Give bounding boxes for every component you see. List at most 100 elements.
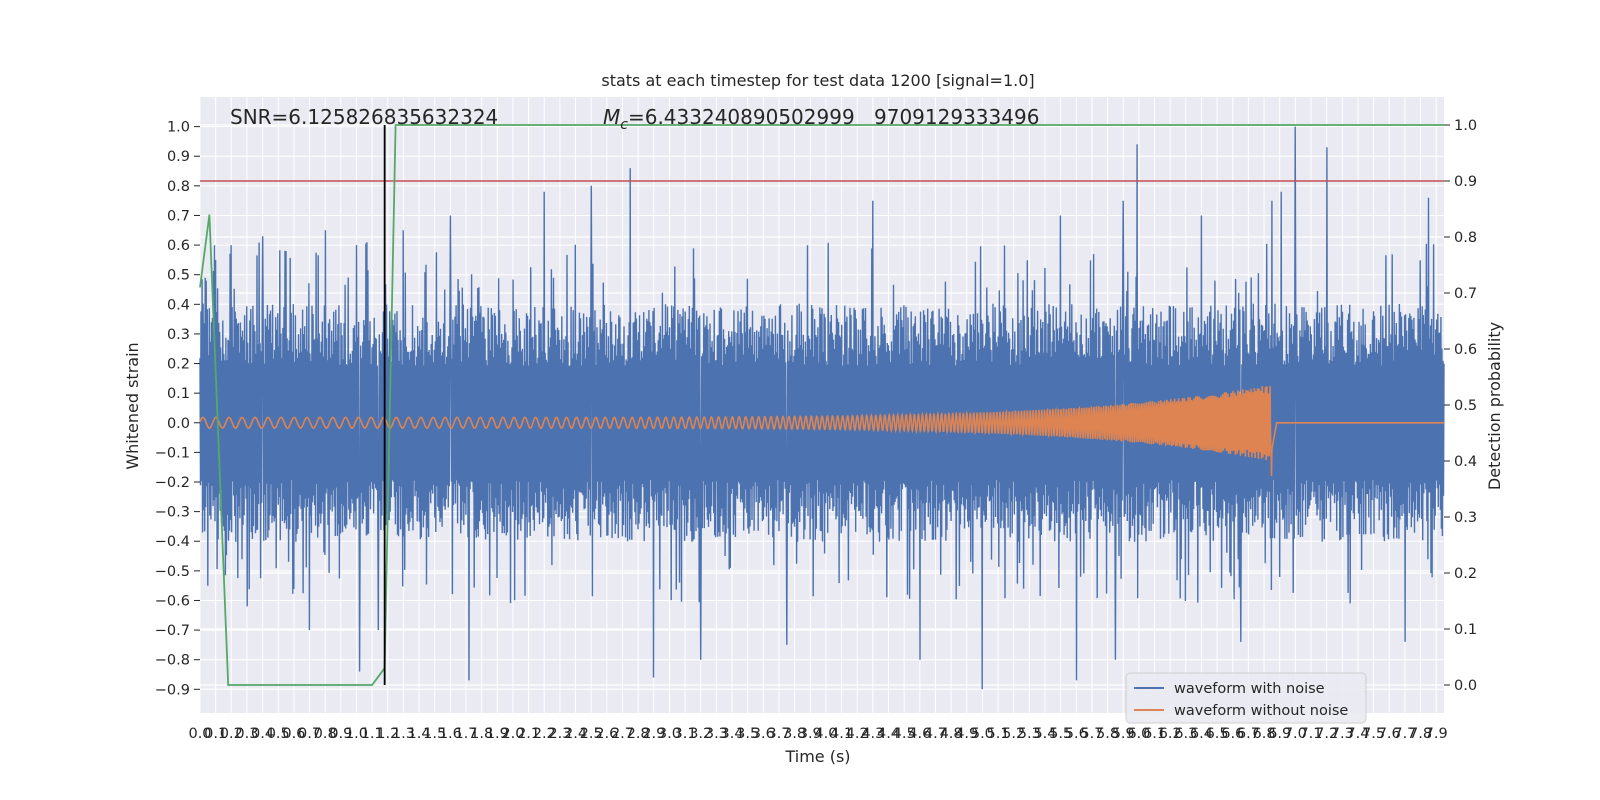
chirp-mass-value: =6.433240890502999 [628,105,855,129]
x-tick-label: 1.9 [486,726,509,742]
x-tick-label: 3.4 [720,726,743,742]
y-tick-label-left: 0.8 [167,179,190,195]
x-tick-label: 0.6 [282,726,305,742]
series-waveform-with-noise [199,126,1445,690]
y-tick-label-left: −0.4 [155,534,190,550]
x-tick-label: 0.2 [220,726,243,742]
x-tick-label: 0.1 [204,726,227,742]
x-tick-label: 6.9 [1268,726,1291,742]
y-tick-label-right: 0.1 [1454,622,1477,638]
x-tick-label: 0.9 [329,726,352,742]
x-tick-label: 2.3 [548,726,571,742]
x-axis-label: Time (s) [784,747,850,766]
legend-label: waveform with noise [1174,681,1325,697]
x-tick-label: 4.4 [877,726,900,742]
x-tick-label: 7.7 [1393,726,1416,742]
x-tick-label: 2.7 [611,726,634,742]
x-tick-label: 3.3 [705,726,728,742]
y-tick-label-left: 0.1 [167,386,190,402]
x-tick-label: 7.4 [1346,726,1369,742]
x-tick-label: 5.2 [1002,726,1025,742]
x-tick-label: 5.9 [1112,726,1135,742]
x-tick-label: 5.5 [1049,726,1072,742]
y-tick-label-left: −0.1 [155,445,190,461]
x-tick-label: 1.4 [408,726,431,742]
y-tick-label-left: 0.4 [167,297,190,313]
x-tick-label: 6.1 [1143,726,1166,742]
x-tick-label: 7.3 [1331,726,1354,742]
x-tick-label: 4.3 [861,726,884,742]
x-tick-label: 6.0 [1127,726,1150,742]
x-tick-label: 2.6 [595,726,618,742]
x-tick-label: 1.2 [376,726,399,742]
x-tick-label: 3.9 [799,726,822,742]
y-tick-label-left: 0.2 [167,357,190,373]
x-tick-label: 0.3 [235,726,258,742]
chirp-mass-annotation: Mc=6.433240890502999 [603,105,855,133]
x-tick-label: 6.6 [1221,726,1244,742]
traces [199,124,1445,690]
y-tick-label-right: 0.3 [1454,510,1477,526]
y-tick-label-right: 0.4 [1454,454,1477,470]
y-tick-label-right: 0.5 [1454,398,1477,414]
x-tick-label: 4.9 [955,726,978,742]
x-tick-label: 1.0 [345,726,368,742]
x-tick-label: 5.4 [1033,726,1056,742]
x-tick-label: 5.1 [987,726,1010,742]
x-tick-label: 2.8 [627,726,650,742]
x-tick-label: 0.7 [298,726,321,742]
y-axis-label-left: Whitened strain [123,342,142,469]
x-tick-label: 3.6 [752,726,775,742]
x-tick-label: 7.0 [1284,726,1307,742]
x-tick-label: 1.1 [361,726,384,742]
y-tick-label-right: 0.6 [1454,342,1477,358]
x-tick-label: 6.3 [1174,726,1197,742]
x-tick-label: 4.2 [846,726,869,742]
legend-box [1125,672,1367,724]
y-axis-label-right: Detection probability [1485,322,1504,490]
series-detection-probability [199,124,1444,686]
y-tick-label-left: 0.0 [167,416,190,432]
y-tick-label-left: −0.9 [155,682,190,698]
x-tick-label: 6.7 [1237,726,1260,742]
legend-label: waveform without noise [1174,703,1348,719]
chart-title: stats at each timestep for test data 120… [601,71,1034,90]
y-tick-label-right: 1.0 [1454,118,1477,134]
x-tick-label: 2.1 [517,726,540,742]
y-tick-label-left: −0.8 [155,653,190,669]
y-tick-label-right: 0.8 [1454,230,1477,246]
x-tick-label: 5.0 [971,726,994,742]
y-tick-label-left: −0.2 [155,475,190,491]
x-tick-label: 0.5 [267,726,290,742]
y-tick-label-left: −0.5 [155,564,190,580]
x-tick-label: 3.1 [674,726,697,742]
y-tick-label-right: 0.0 [1454,678,1477,694]
x-tick-label: 6.4 [1190,726,1213,742]
y-tick-label-left: −0.7 [155,623,190,639]
x-tick-label: 4.5 [893,726,916,742]
y-tick-label-left: 0.9 [167,149,190,165]
x-tick-label: 2.9 [642,726,665,742]
x-tick-label: 5.6 [1065,726,1088,742]
y-tick-label-left: 0.7 [167,208,190,224]
x-tick-label: 0.0 [188,726,211,742]
x-tick-label: 0.8 [314,726,337,742]
y-tick-label-left: 0.5 [167,268,190,284]
x-tick-label: 5.3 [1018,726,1041,742]
chirp-mass-subscript: c [620,117,628,133]
x-tick-label: 3.2 [689,726,712,742]
x-tick-label: 7.1 [1299,726,1322,742]
x-tick-label: 4.7 [924,726,947,742]
y-tick-label-left: 0.6 [167,238,190,254]
x-tick-label: 6.5 [1206,726,1229,742]
x-tick-label: 4.1 [830,726,853,742]
legend: waveform with noise waveform without nois… [1125,672,1367,724]
x-tick-label: 1.5 [423,726,446,742]
x-tick-label: 2.0 [501,726,524,742]
axes: 0.00.10.20.30.40.50.60.70.80.91.01.11.21… [155,118,1477,742]
x-tick-label: 1.3 [392,726,415,742]
x-tick-label: 0.4 [251,726,274,742]
x-tick-label: 2.2 [533,726,556,742]
x-tick-label: 7.8 [1409,726,1432,742]
